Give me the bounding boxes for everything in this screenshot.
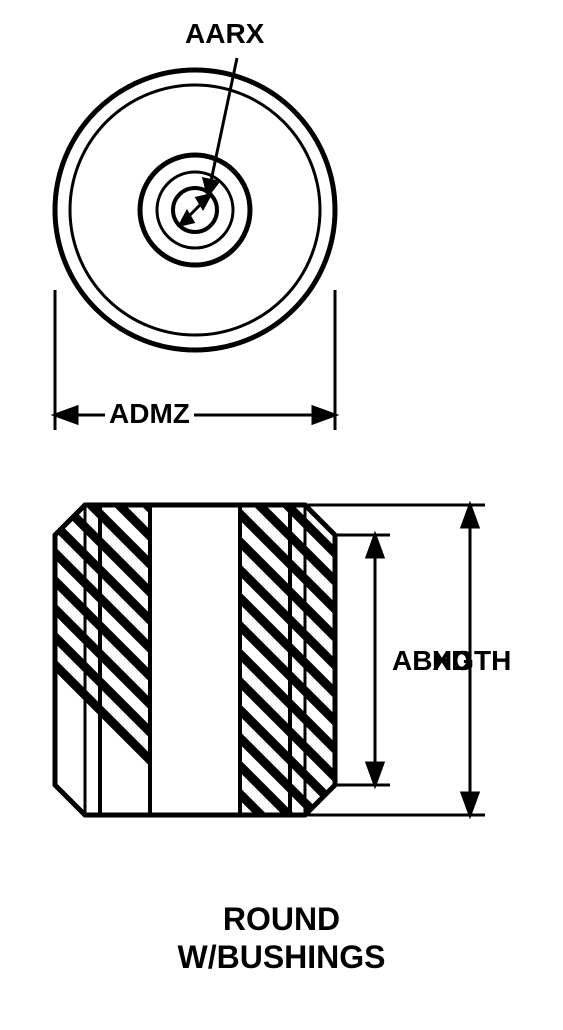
diagram-page: AARX ADMZ ABXD HGTH [data-name="hgth-lab…: [0, 0, 563, 1030]
side-view: [0, 150, 360, 970]
caption-line1: ROUND: [0, 900, 563, 938]
caption: ROUND W/BUSHINGS: [0, 900, 563, 977]
hgth-label-real: HGTH: [430, 645, 513, 677]
diagram-svg: [0, 0, 563, 1030]
aarx-label: AARX: [185, 18, 264, 50]
abxd-dimension: [335, 535, 390, 785]
aarx-leader: [180, 58, 237, 225]
caption-line2: W/BUSHINGS: [0, 938, 563, 976]
admz-label: ADMZ: [105, 398, 194, 430]
